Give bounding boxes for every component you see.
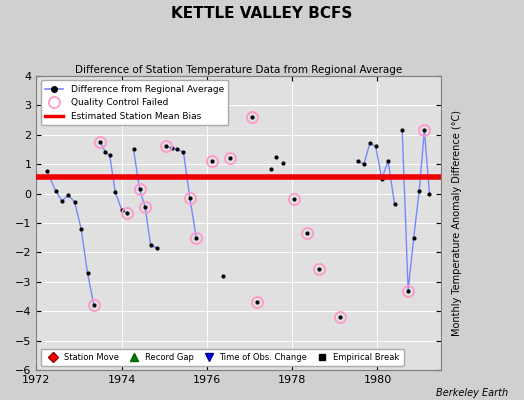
Title: Difference of Station Temperature Data from Regional Average: Difference of Station Temperature Data f…	[75, 65, 402, 75]
Legend: Station Move, Record Gap, Time of Obs. Change, Empirical Break: Station Move, Record Gap, Time of Obs. C…	[40, 349, 403, 366]
Y-axis label: Monthly Temperature Anomaly Difference (°C): Monthly Temperature Anomaly Difference (…	[452, 110, 462, 336]
Text: Berkeley Earth: Berkeley Earth	[436, 388, 508, 398]
Text: KETTLE VALLEY BCFS: KETTLE VALLEY BCFS	[171, 6, 353, 21]
